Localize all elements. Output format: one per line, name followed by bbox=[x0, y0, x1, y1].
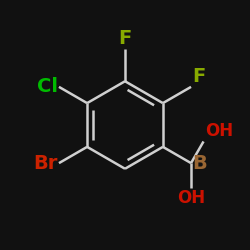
Text: F: F bbox=[118, 28, 132, 48]
Text: Cl: Cl bbox=[37, 78, 58, 96]
Text: OH: OH bbox=[177, 190, 205, 207]
Text: B: B bbox=[192, 154, 207, 172]
Text: OH: OH bbox=[205, 122, 233, 140]
Text: F: F bbox=[192, 66, 205, 86]
Text: Br: Br bbox=[33, 154, 58, 172]
